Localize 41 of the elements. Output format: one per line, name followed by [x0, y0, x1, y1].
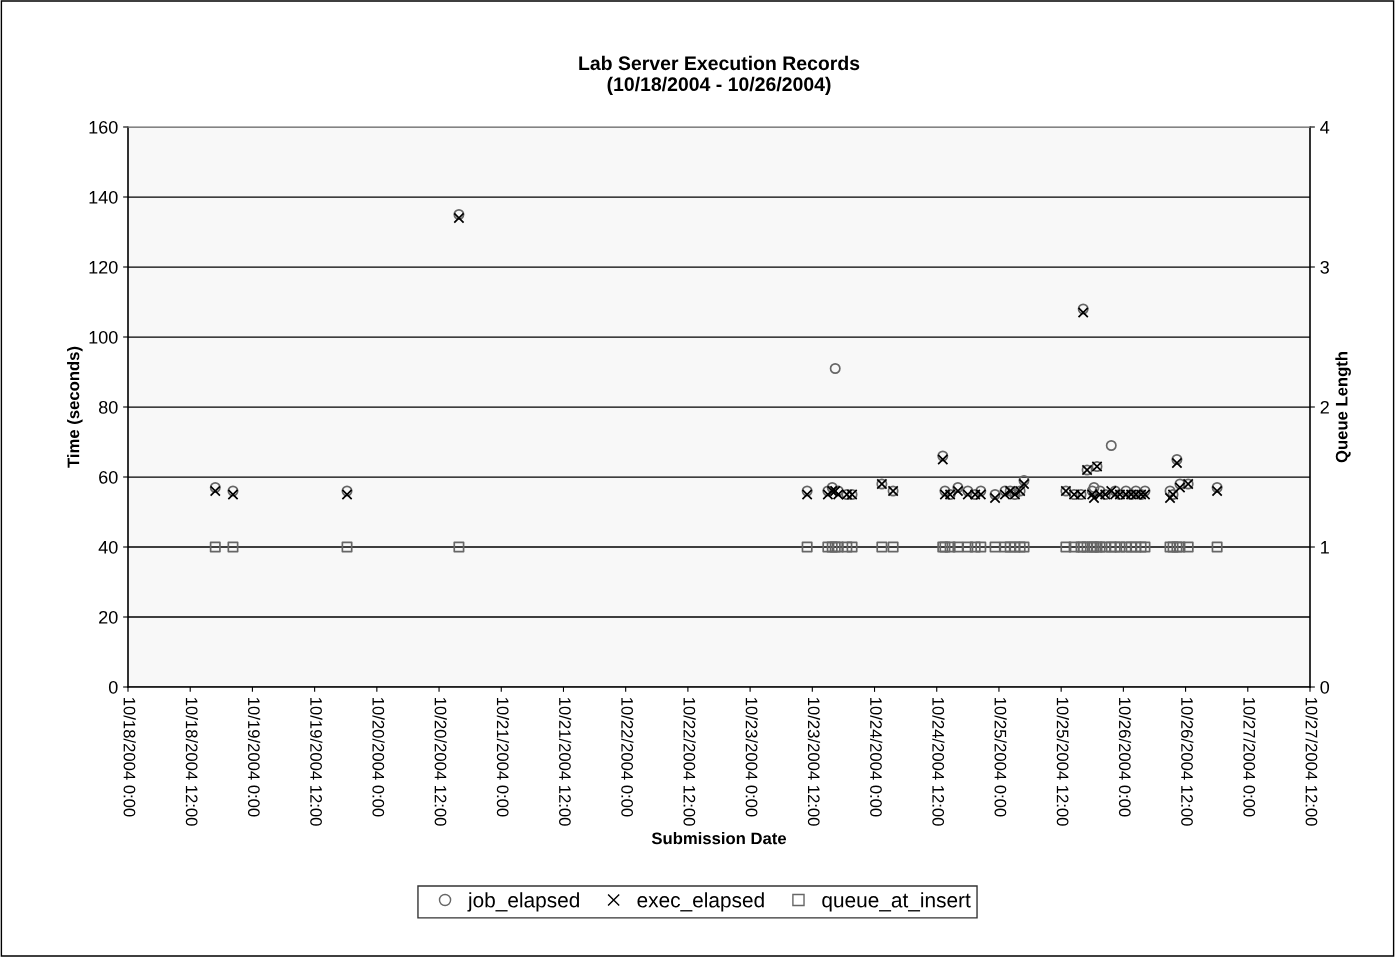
x-tick-label: 10/21/2004 0:00	[496, 697, 510, 817]
legend-label: exec_elapsed	[637, 892, 764, 912]
y2-tick-label: 0	[1320, 680, 1330, 694]
y-tick-label: 140	[89, 190, 118, 204]
legend-label: job_elapsed	[467, 892, 579, 912]
y-tick-label: 80	[98, 400, 118, 414]
legend-label: queue_at_insert	[822, 892, 971, 912]
x-tick-label: 10/22/2004 0:00	[621, 697, 634, 817]
y2-tick-label: 4	[1320, 121, 1330, 134]
x-tick-label: 10/24/2004 12:00	[932, 697, 945, 826]
y-axis-title: Time (seconds)	[67, 346, 83, 468]
y-tick-label: 0	[108, 680, 118, 694]
x-tick-label: 10/23/2004 12:00	[807, 697, 821, 826]
x-tick-label: 10/20/2004 12:00	[434, 697, 447, 826]
y-tick-label: 40	[98, 540, 118, 554]
y-tick-label: 160	[89, 120, 118, 134]
x-tick-label: 10/24/2004 0:00	[870, 697, 883, 817]
y2-tick-label: 3	[1320, 260, 1329, 274]
y2-tick-label: 1	[1321, 541, 1329, 554]
y-tick-label: 100	[89, 330, 118, 344]
chart-title: Lab Server Execution Records (10/18/2004 - 10/26/2004)	[579, 55, 860, 95]
x-tick-label: 10/27/2004 0:00	[1243, 697, 1256, 817]
x-tick-label: 10/18/2004 0:00	[123, 697, 136, 817]
x-tick-label: 10/19/2004 0:00	[247, 697, 261, 817]
x-tick-label: 10/26/2004 0:00	[1118, 697, 1132, 817]
y-tick-label: 20	[99, 610, 118, 624]
y-tick-label: 120	[89, 260, 118, 274]
y2-axis-title: Queue Length	[1335, 352, 1351, 463]
x-tick-label: 10/22/2004 12:00	[683, 697, 696, 826]
x-tick-label: 10/19/2004 12:00	[310, 697, 323, 826]
x-tick-label: 10/20/2004 0:00	[372, 697, 385, 817]
x-tick-label: 10/26/2004 12:00	[1181, 697, 1194, 826]
x-tick-label: 10/27/2004 12:00	[1305, 697, 1318, 826]
x-tick-label: 10/21/2004 12:00	[559, 697, 572, 826]
x-axis-title: Submission Date	[651, 832, 787, 845]
x-tick-label: 10/18/2004 12:00	[185, 697, 198, 826]
y2-tick-label: 2	[1320, 400, 1329, 414]
x-tick-label: 10/25/2004 0:00	[994, 697, 1007, 817]
x-tick-label: 10/23/2004 0:00	[745, 697, 758, 817]
x-tick-label: 10/25/2004 12:00	[1056, 697, 1069, 826]
y-tick-label: 60	[99, 470, 118, 484]
